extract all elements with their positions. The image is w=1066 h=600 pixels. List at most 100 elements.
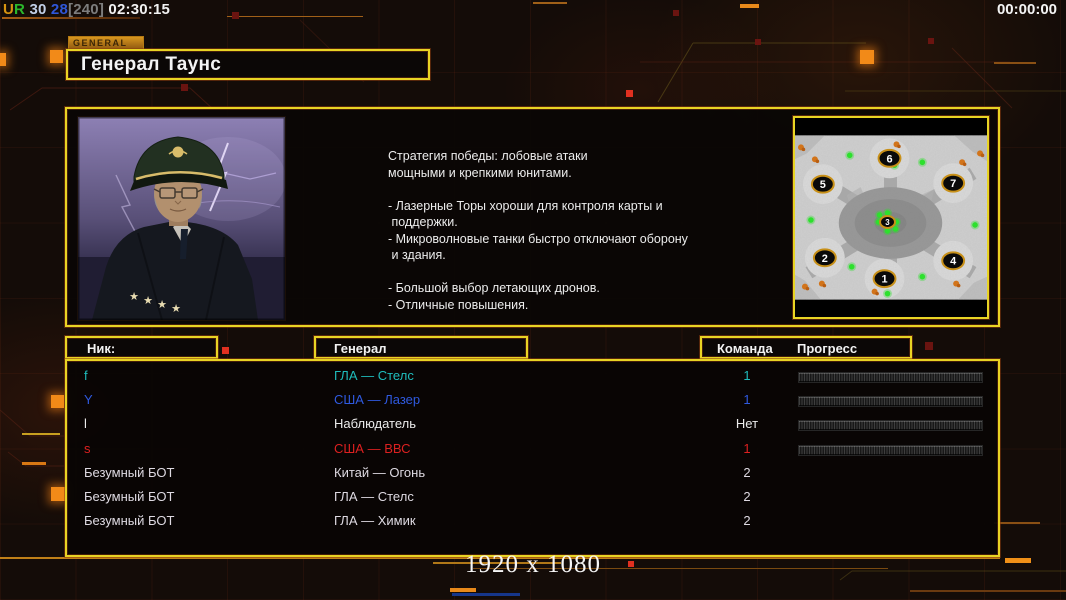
unit-dot (972, 222, 978, 228)
unit-dot (884, 290, 891, 297)
line-decor (227, 16, 363, 17)
blue-line-decor (452, 593, 520, 596)
player-team: 2 (743, 513, 751, 529)
match-info-segment: 02:30:15 (104, 1, 171, 18)
dim-square-decor (673, 10, 679, 16)
line-decor (22, 433, 60, 435)
minimap-box: 1 2 3 4 5 6 7 (793, 116, 989, 319)
general-header-box: Генерал (314, 336, 528, 359)
player-team: 1 (743, 392, 751, 408)
red-square-decor (628, 561, 634, 567)
progress-header: Прогресс (797, 341, 858, 356)
match-info-segment: R (14, 1, 26, 18)
table-row: l Наблюдатель Нет (67, 413, 998, 437)
strategy-text: Стратегия победы: лобовые атаки мощными … (388, 149, 688, 312)
unit-dot (884, 210, 891, 216)
orange-square-decor (0, 53, 6, 66)
progress-bar (798, 444, 983, 456)
start-position-number: 6 (886, 153, 892, 165)
player-rows: f ГЛА — Стелс 1 Y США — Лазер 1 l Наблюдатель Не… (67, 365, 998, 534)
dim-square-decor (232, 12, 239, 19)
match-info: UR 30 28[240] 02:30:15 (3, 1, 170, 18)
orange-square-decor (50, 50, 63, 63)
general-info-panel: ★ ★ ★ ★ Стратегия победы: лобовые атаки мо… (65, 107, 1000, 327)
table-row: s США — ВВС 1 (67, 438, 998, 462)
orange-square-decor (51, 395, 64, 408)
start-position-number: 2 (822, 253, 828, 265)
player-general: ГЛА — Химик (334, 513, 416, 529)
unit-dot (892, 226, 899, 232)
start-position-marker (872, 269, 897, 289)
player-nick: Y (84, 392, 93, 408)
unit-dot (808, 217, 814, 223)
line-decor (910, 590, 1066, 592)
player-general: ГЛА — Стелс (334, 368, 414, 383)
match-info-segment: U (3, 1, 15, 18)
start-position-number: 4 (950, 256, 957, 268)
player-general: Китай — Огонь (334, 464, 426, 480)
player-nick: l (84, 416, 87, 432)
dim-square-decor (181, 84, 188, 91)
table-row: Безумный БОТ ГЛА — Стелс 2 (67, 486, 998, 510)
general-name: Генерал Таунс (81, 54, 222, 75)
player-team: 1 (743, 440, 751, 456)
player-general: США — ВВС (334, 440, 411, 456)
orange-square-decor (51, 487, 65, 501)
orange-square-decor (860, 50, 874, 64)
team-progress-header-box: Команда Прогресс (700, 336, 912, 359)
player-team: 1 (743, 368, 751, 383)
unit-dot (846, 152, 853, 159)
line-decor (994, 522, 1040, 524)
unit-dot (884, 228, 891, 234)
player-nick: f (84, 368, 88, 383)
start-position-number: 3 (885, 218, 890, 227)
nick-header: Ник: (87, 341, 116, 356)
svg-text:★: ★ (171, 302, 181, 315)
start-position-marker (812, 248, 837, 268)
player-general: США — Лазер (334, 392, 421, 408)
general-title-box: Генерал Таунс (66, 49, 430, 80)
match-info-segment: 30 (25, 1, 51, 18)
table-row: f ГЛА — Стелс 1 (67, 365, 998, 389)
dash-decor (740, 4, 759, 8)
progress-bar (798, 396, 983, 408)
start-position-marker (877, 148, 902, 168)
dash-decor (450, 588, 476, 592)
resolution-text: 1920 x 1080 (465, 551, 601, 578)
start-position-marker (879, 215, 896, 229)
line-decor (994, 62, 1036, 64)
dash-decor (22, 462, 46, 465)
unit-dot (876, 212, 883, 218)
dim-square-decor (928, 38, 934, 44)
unit-dot (919, 273, 926, 280)
player-team: 2 (743, 488, 751, 504)
line-decor (533, 2, 567, 4)
svg-text:★: ★ (129, 290, 139, 303)
red-square-decor (222, 347, 229, 354)
unit-dot (848, 263, 855, 270)
minimap: 1 2 3 4 5 6 7 (795, 135, 987, 300)
table-row: Безумный БОТ ГЛА — Химик 2 (67, 510, 998, 534)
table-row: Y США — Лазер 1 (67, 389, 998, 413)
start-position-marker (810, 174, 835, 194)
general-header: Генерал (334, 341, 387, 356)
player-nick: Безумный БОТ (84, 488, 175, 504)
portrait-image: ★ ★ ★ ★ (78, 117, 285, 320)
progress-bar (798, 420, 983, 432)
dim-square-decor (755, 39, 761, 45)
svg-text:★: ★ (143, 294, 153, 307)
red-square-decor (626, 90, 633, 97)
table-row: Безумный БОТ Китай — Огонь 2 (67, 462, 998, 486)
match-info-segment: 28 (50, 1, 69, 18)
dim-square-decor (925, 342, 933, 350)
start-position-marker (941, 173, 966, 193)
svg-text:★: ★ (157, 298, 167, 311)
player-table-panel: f ГЛА — Стелс 1 Y США — Лазер 1 l Наблюдатель Не… (65, 359, 1000, 557)
player-general: Наблюдатель (334, 416, 417, 432)
player-nick: s (84, 440, 91, 456)
player-general: ГЛА — Стелс (334, 488, 414, 504)
game-clock: 00:00:00 (996, 1, 1057, 18)
player-team: 2 (743, 464, 751, 480)
unit-dot (919, 159, 926, 166)
